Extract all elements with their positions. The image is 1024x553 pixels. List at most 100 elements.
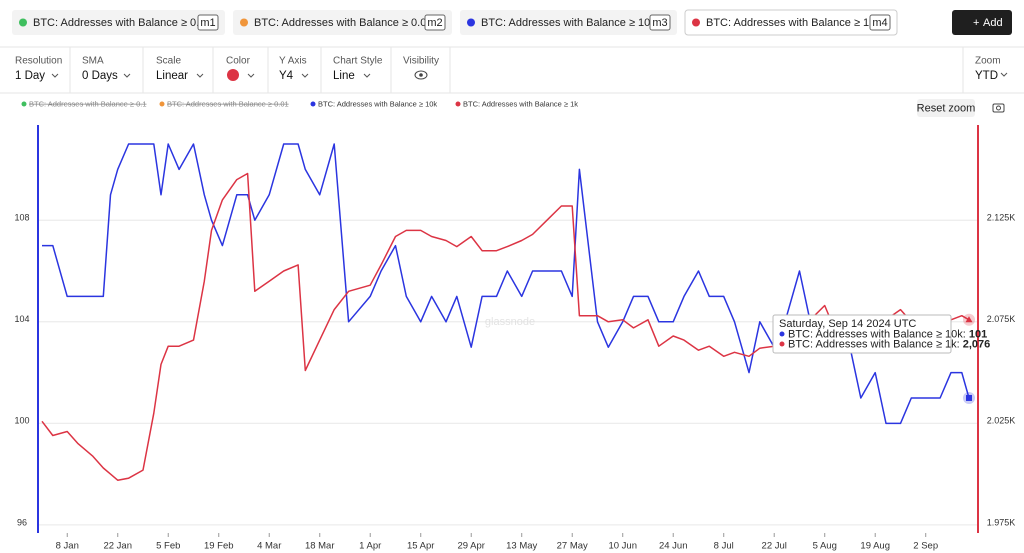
tab-dot bbox=[240, 18, 248, 27]
tooltip-row: BTC: Addresses with Balance ≥ 1k: 2,076 bbox=[788, 338, 990, 350]
control-label: Y Axis bbox=[279, 56, 307, 67]
tab-label: BTC: Addresses with Balance ≥ 1k bbox=[706, 17, 875, 29]
x-tick-label: 2 Sep bbox=[913, 541, 938, 552]
add-label[interactable]: Add bbox=[983, 17, 1003, 29]
legend-label[interactable]: BTC: Addresses with Balance ≥ 1k bbox=[463, 99, 578, 108]
tab-tag: m2 bbox=[427, 17, 442, 29]
color-swatch[interactable] bbox=[227, 69, 239, 81]
camera-icon[interactable] bbox=[992, 103, 1005, 113]
control-label: Color bbox=[226, 56, 251, 67]
x-tick-label: 18 Mar bbox=[305, 541, 335, 552]
x-tick-label: 1 Apr bbox=[359, 541, 381, 552]
eye-pupil bbox=[419, 73, 423, 77]
add-button[interactable] bbox=[952, 10, 1012, 35]
control-value[interactable]: Linear bbox=[156, 70, 188, 82]
y-tick-label: 96 bbox=[17, 517, 27, 527]
chevron bbox=[363, 73, 371, 78]
control-value[interactable]: Y4 bbox=[279, 70, 294, 82]
x-tick-label: 5 Aug bbox=[813, 541, 837, 552]
reset-zoom-label[interactable]: Reset zoom bbox=[917, 102, 976, 114]
tab-dot bbox=[467, 18, 475, 27]
tooltip-box bbox=[772, 314, 952, 354]
chevron bbox=[301, 73, 309, 78]
hover-marker bbox=[966, 394, 972, 401]
chevron bbox=[247, 73, 255, 78]
y2-tick-label: 2.075K bbox=[987, 314, 1016, 324]
x-tick-label: 4 Mar bbox=[257, 541, 281, 552]
y2-tick-label: 2.025K bbox=[987, 416, 1016, 426]
control-value[interactable]: 0 Days bbox=[82, 70, 118, 82]
x-tick-label: 27 May bbox=[557, 541, 588, 552]
control-value[interactable]: Line bbox=[333, 70, 355, 82]
tab-label: BTC: Addresses with Balance ≥ 0.01 bbox=[254, 17, 432, 29]
y-tick-label: 104 bbox=[14, 314, 29, 324]
tooltip-label: BTC: Addresses with Balance ≥ 10k: bbox=[788, 328, 966, 340]
legend-label[interactable]: BTC: Addresses with Balance ≥ 10k bbox=[318, 99, 437, 108]
y-tick-label: 108 bbox=[14, 213, 29, 223]
tab-dot bbox=[19, 18, 27, 27]
x-tick-label: 29 Apr bbox=[457, 541, 484, 552]
y2-tick-label: 1.975K bbox=[987, 517, 1016, 527]
x-tick-label: 5 Feb bbox=[156, 541, 180, 552]
tab[interactable] bbox=[12, 10, 225, 35]
zoom-label: Zoom bbox=[975, 56, 1001, 67]
chevron bbox=[1000, 72, 1008, 77]
tab-label: BTC: Addresses with Balance ≥ 0.1 bbox=[33, 17, 205, 29]
x-tick-label: 19 Aug bbox=[860, 541, 890, 552]
chevron bbox=[196, 73, 204, 78]
tab-tag-box bbox=[649, 14, 671, 31]
tooltip-date: Saturday, Sep 14 2024 UTC bbox=[779, 318, 916, 330]
y2-tick-label: 2.125K bbox=[987, 213, 1016, 223]
tab-tag: m4 bbox=[872, 17, 887, 29]
control-label: Resolution bbox=[15, 56, 62, 67]
x-tick-label: 8 Jan bbox=[56, 541, 79, 552]
tab[interactable] bbox=[460, 10, 677, 35]
hover-marker bbox=[965, 316, 973, 323]
legend-dot bbox=[159, 101, 165, 107]
tab-tag-box bbox=[197, 14, 219, 31]
watermark: glassnode bbox=[485, 316, 535, 328]
chevron bbox=[51, 73, 59, 78]
x-tick-label: 10 Jun bbox=[608, 541, 637, 552]
chevron bbox=[123, 73, 131, 78]
control-label: Chart Style bbox=[333, 56, 383, 67]
add-icon: + bbox=[973, 17, 979, 29]
x-tick-label: 8 Jul bbox=[714, 541, 734, 552]
tooltip-row: BTC: Addresses with Balance ≥ 10k: 101 bbox=[788, 328, 987, 340]
tooltip-value: 101 bbox=[969, 328, 987, 340]
legend-dot bbox=[455, 101, 461, 107]
tab-dot bbox=[692, 18, 700, 27]
series-line bbox=[42, 143, 970, 425]
control-label: Scale bbox=[156, 56, 181, 67]
control-label: SMA bbox=[82, 56, 104, 67]
x-tick-label: 19 Feb bbox=[204, 541, 234, 552]
x-tick-label: 22 Jan bbox=[103, 541, 132, 552]
x-tick-label: 24 Jun bbox=[659, 541, 688, 552]
legend-dot bbox=[21, 101, 27, 107]
eye-icon[interactable] bbox=[414, 70, 428, 80]
x-tick-label: 15 Apr bbox=[407, 541, 434, 552]
legend-label[interactable]: BTC: Addresses with Balance ≥ 0.01 bbox=[167, 99, 289, 108]
y-tick-label: 100 bbox=[14, 416, 29, 426]
legend-label[interactable]: BTC: Addresses with Balance ≥ 0.1 bbox=[29, 99, 147, 108]
tab-tag: m1 bbox=[200, 17, 215, 29]
tab[interactable] bbox=[233, 10, 452, 35]
reset-zoom-button[interactable] bbox=[917, 99, 975, 117]
zoom-value[interactable]: YTD bbox=[975, 70, 998, 82]
tab-label: BTC: Addresses with Balance ≥ 10k bbox=[481, 17, 656, 29]
tooltip-dot bbox=[779, 331, 785, 337]
tab[interactable] bbox=[684, 9, 898, 36]
tab-tag: m3 bbox=[652, 17, 667, 29]
tab-tag-box bbox=[869, 14, 891, 31]
tooltip-value: 2,076 bbox=[963, 338, 991, 350]
tooltip-label: BTC: Addresses with Balance ≥ 1k: bbox=[788, 338, 960, 350]
control-label: Visibility bbox=[403, 56, 439, 67]
legend-dot bbox=[310, 101, 316, 107]
x-tick-label: 22 Jul bbox=[762, 541, 787, 552]
control-value[interactable]: 1 Day bbox=[15, 70, 45, 82]
tab-tag-box bbox=[424, 14, 446, 31]
tooltip-dot bbox=[779, 341, 785, 347]
x-tick-label: 13 May bbox=[506, 541, 537, 552]
